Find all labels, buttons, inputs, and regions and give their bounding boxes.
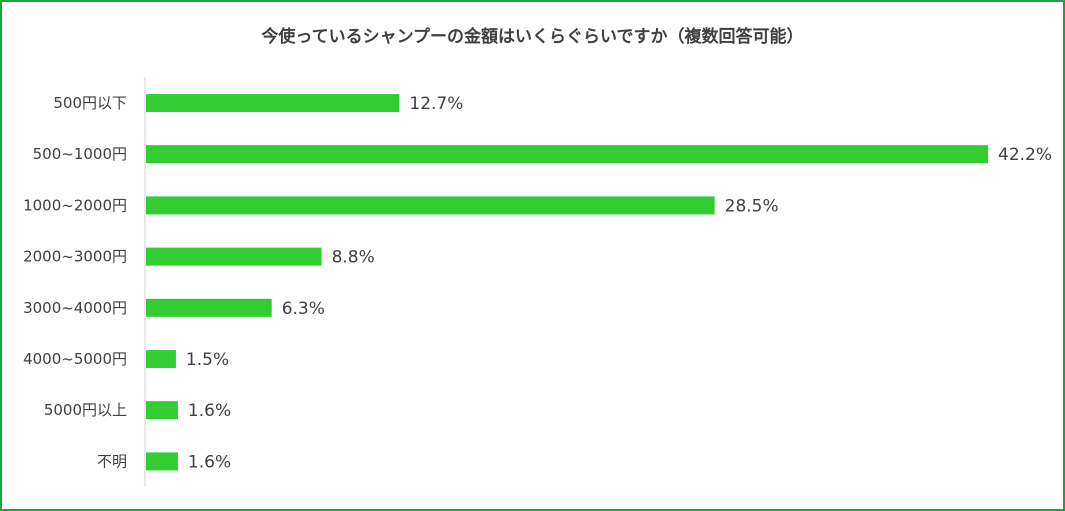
category-label: 500~1000円 — [33, 145, 127, 163]
category-label: 1000~2000円 — [23, 196, 127, 214]
chart-title: 今使っているシャンプーの金額はいくらぐらいですか（複数回答可能） — [261, 27, 804, 47]
value-label: 1.6% — [188, 401, 231, 421]
category-label: 5000円以上 — [44, 401, 127, 419]
bar — [146, 94, 400, 112]
bar — [146, 298, 272, 317]
value-label: 42.2% — [998, 145, 1052, 165]
bar — [146, 350, 176, 368]
value-label: 6.3% — [282, 299, 325, 319]
category-label: 不明 — [97, 452, 127, 470]
category-label: 4000~5000円 — [23, 350, 127, 368]
bar — [146, 247, 322, 266]
bar — [146, 452, 178, 471]
bar — [146, 401, 178, 420]
category-label: 2000~3000円 — [23, 248, 127, 266]
category-label: 500円以下 — [53, 94, 127, 112]
value-label: 1.6% — [188, 452, 231, 472]
value-label: 1.5% — [186, 350, 229, 370]
category-label: 3000~4000円 — [23, 299, 127, 317]
value-label: 12.7% — [409, 94, 463, 114]
bar — [146, 196, 715, 215]
value-label: 28.5% — [725, 196, 779, 216]
bar — [146, 145, 988, 164]
value-label: 8.8% — [332, 248, 375, 268]
